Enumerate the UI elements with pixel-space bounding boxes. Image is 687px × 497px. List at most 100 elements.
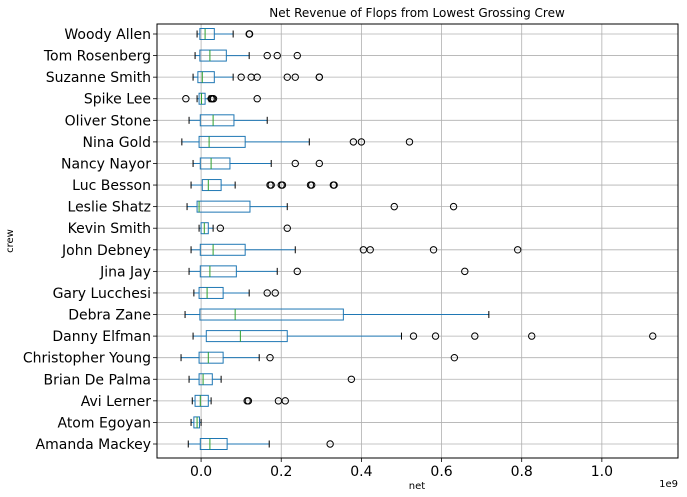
outlier-point [307,181,316,189]
box-iqr [199,28,215,40]
x-offset-label: 1e9 [659,479,678,490]
box-iqr [201,179,222,192]
y-tick-label: Avi Lerner [81,394,152,410]
box-tom-rosenberg [194,49,301,62]
x-tick-label: 0.0 [190,464,212,480]
outlier-point [253,95,261,103]
outlier-point [513,246,522,254]
box-john-debney [190,243,522,256]
outlier-point [315,73,324,81]
outlier-point [450,353,459,362]
outlier-point [209,95,218,103]
box-iqr [199,243,246,256]
outlier-point [263,51,271,60]
boxes [180,28,657,450]
y-tick-label: Tom Rosenberg [43,49,151,65]
box-brian-de-palma [188,373,356,386]
outlier-point [330,181,338,189]
outlier-point [357,138,366,146]
y-tick-label: Nina Gold [83,135,151,151]
outlier-point [461,267,469,276]
box-iqr [205,330,288,343]
y-tick-label: Suzanne Smith [46,70,151,86]
y-tick-label: Kevin Smith [68,221,151,237]
outlier-point [347,375,356,383]
outlier-point [471,332,479,340]
outlier-point [263,289,271,297]
y-tick-label: Spike Lee [84,92,151,108]
outlier-point [449,202,458,211]
box-danny-elfman [192,330,657,343]
box-iqr [194,394,209,407]
outlier-point [271,289,279,297]
x-tick-label: 0.8 [511,464,533,480]
y-tick-label: Oliver Stone [65,113,151,129]
outlier-point [278,181,287,189]
y-tick-label: Woody Allen [64,27,151,43]
y-tick-label: Debra Zane [68,308,151,324]
box-iqr [199,438,228,450]
outlier-point [429,246,438,254]
y-tick-label: Christopher Young [23,351,151,367]
outlier-point [245,30,254,38]
y-tick-label: John Debney [61,243,151,259]
outlier-point [266,353,274,362]
box-atom-egoyan [190,416,202,429]
y-axis-ticks: Woody Allen Tom Rosenberg Suzanne Smith Spi… [23,27,157,453]
box-nancy-nayor [192,157,324,170]
outlier-point [291,73,299,81]
x-tick-label: 0.2 [270,464,292,480]
box-iqr [198,286,224,299]
outlier-point [293,51,301,60]
box-iqr [199,265,237,278]
outlier-point [431,332,440,340]
outlier-point [326,440,334,448]
box-luc-besson [190,179,338,192]
outlier-point [405,138,414,146]
box-iqr [198,351,224,364]
box-kevin-smith [198,222,291,235]
box-oliver-stone [188,114,268,127]
y-tick-label: Atom Egoyan [57,415,151,431]
outlier-point [283,73,291,81]
outlier-point [390,202,398,211]
outlier-point [293,267,301,276]
box-nina-gold [181,135,414,148]
box-gary-lucchesi [193,286,279,299]
grid [157,24,678,458]
outlier-point [291,159,299,168]
y-tick-label: Luc Besson [72,178,151,194]
outlier-point [281,397,289,405]
box-iqr [199,308,344,321]
plot-frame [156,23,679,459]
box-iqr [198,92,206,105]
y-tick-label: Jina Jay [99,264,151,280]
outlier-point [349,138,358,146]
box-iqr [196,200,251,213]
outlier-point [366,246,374,254]
box-suzanne-smith [192,71,324,84]
outlier-point [283,224,291,232]
y-axis-label: crew [5,229,16,253]
y-tick-label: Danny Elfman [52,329,151,345]
outlier-point [315,159,324,168]
box-debra-zane [184,308,490,321]
box-iqr [198,135,246,148]
x-tick-label: 0.4 [350,464,372,480]
outlier-point [273,51,281,60]
outlier-point [237,73,245,81]
box-iqr [199,49,227,62]
x-tick-label: 0.6 [430,464,452,480]
y-tick-label: Amanda Mackey [36,437,151,453]
y-tick-label: Brian De Palma [44,372,152,388]
box-iqr [199,114,235,127]
box-avi-lerner [191,394,289,407]
box-iqr [198,373,213,386]
box-jina-jay [188,265,469,278]
y-tick-label: Leslie Shatz [68,200,151,216]
box-christopher-young [180,351,459,364]
y-tick-label: Nancy Nayor [61,156,151,172]
outlier-point [409,332,418,340]
outlier-point [528,332,536,340]
